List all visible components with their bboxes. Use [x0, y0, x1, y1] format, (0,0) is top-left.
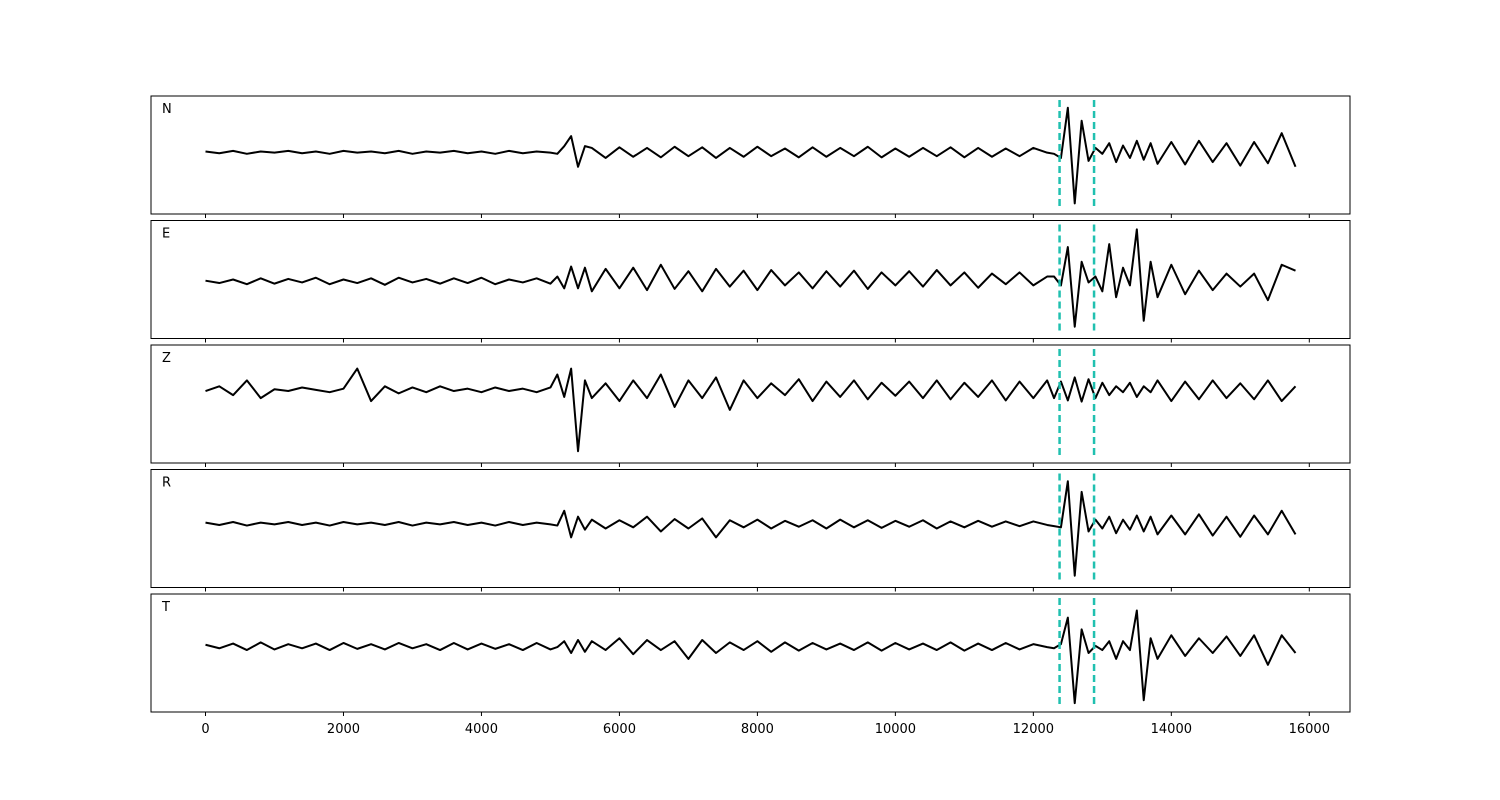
x-tick-label: 10000: [875, 722, 916, 737]
panel-label: Z: [162, 351, 171, 366]
x-tick-label: 6000: [603, 722, 636, 737]
panel-frame: [150, 220, 1351, 339]
panel-frame: [150, 469, 1351, 588]
waveform: [205, 367, 1297, 453]
x-tick-label: 12000: [1013, 722, 1054, 737]
waveform: [205, 106, 1297, 205]
panel-label: E: [162, 227, 170, 242]
x-tick-label: 16000: [1289, 722, 1330, 737]
waveform: [205, 609, 1297, 705]
panel-frame: [150, 593, 1351, 713]
waveform: [205, 228, 1296, 328]
x-tick-label: 14000: [1151, 722, 1192, 737]
panel-label: N: [162, 102, 172, 117]
panel-label: R: [162, 476, 171, 491]
panel-label: T: [161, 600, 170, 615]
panel-frame: [150, 95, 1351, 215]
panel-frame: [150, 344, 1351, 464]
x-tick-label: 4000: [465, 722, 498, 737]
x-tick-label: 0: [201, 722, 209, 737]
waveform: [205, 480, 1297, 577]
x-tick-label: 2000: [327, 722, 360, 737]
x-tick-label: 8000: [741, 722, 774, 737]
